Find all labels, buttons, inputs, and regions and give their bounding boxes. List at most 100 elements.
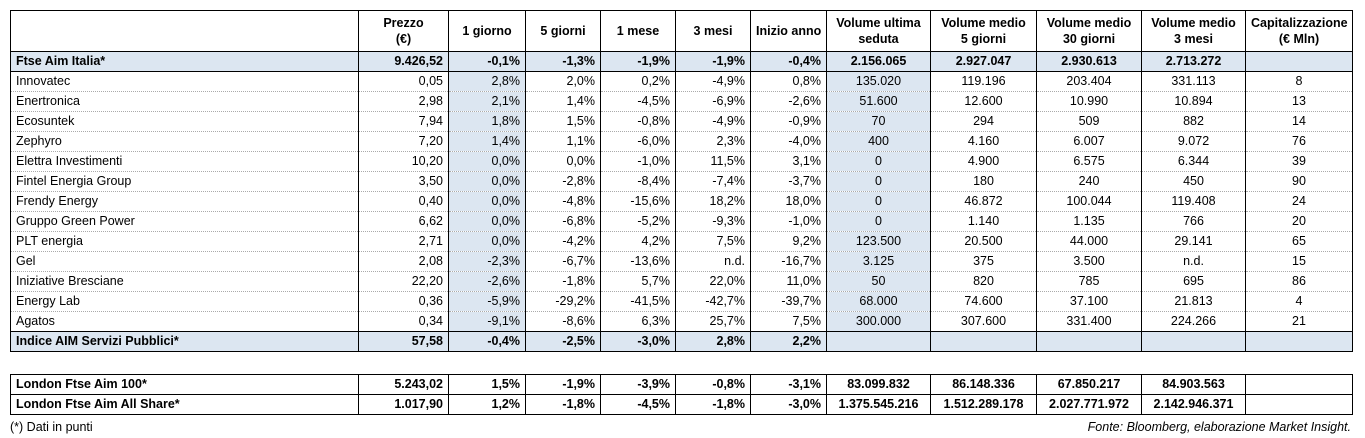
header-cell: 1 giorno [448,10,526,52]
header-cell [10,10,359,52]
table-cell: 10.894 [1141,91,1246,112]
table-cell: -0,8% [675,374,751,395]
table-cell: 7,5% [750,311,827,332]
table-cell [1036,331,1142,352]
table-cell: 6,3% [600,311,676,332]
table-row: Ftse Aim Italia* 9.426,52 -0,1% -1,3% -1,9% -… [10,51,1353,72]
table-cell: -7,4% [675,171,751,192]
table-cell: 20.500 [930,231,1037,252]
header-text: Volume ultima [836,16,921,30]
table-cell: 4.160 [930,131,1037,152]
table-cell: 0,0% [448,231,526,252]
table-cell: 24 [1245,191,1353,212]
table-cell: 509 [1036,111,1142,132]
table-cell: 7,94 [358,111,449,132]
table-cell: 135.020 [826,71,931,92]
table-cell: 180 [930,171,1037,192]
table-cell: Enertronica [10,91,359,112]
table-row: Agatos 0,34 -9,1% -8,6% 6,3% 25,7% 7,5% 300.000… [10,311,1353,332]
header-cell: Inizio anno [750,10,827,52]
table-cell: 2.027.771.972 [1036,394,1142,415]
table-cell: -1,8% [525,394,601,415]
table-cell: -2,6% [750,91,827,112]
table-cell: -1,9% [600,51,676,72]
table-cell: -6,7% [525,251,601,272]
table-cell: 2,1% [448,91,526,112]
table-cell: 331.113 [1141,71,1246,92]
table-row: Innovatec 0,05 2,8% 2,0% 0,2% -4,9% 0,8% 135.02… [10,71,1353,92]
table-cell: 0,2% [600,71,676,92]
table-cell [930,331,1037,352]
table-cell: 86.148.336 [930,374,1037,395]
table-cell: 294 [930,111,1037,132]
table-cell: -2,5% [525,331,601,352]
table-cell: -4,5% [600,91,676,112]
table-cell: 74.600 [930,291,1037,312]
table-cell: 20 [1245,211,1353,232]
table-cell: -5,9% [448,291,526,312]
table-cell: Gel [10,251,359,272]
table-cell: -39,7% [750,291,827,312]
header-cell: 1 mese [600,10,676,52]
table-cell: Agatos [10,311,359,332]
footnote: (*) Dati in punti [10,420,93,434]
table-cell: 10.990 [1036,91,1142,112]
table-cell: 7,20 [358,131,449,152]
table-cell: -0,4% [448,331,526,352]
table-cell: 13 [1245,91,1353,112]
table-cell: 0,0% [448,211,526,232]
table-cell: 2.156.065 [826,51,931,72]
table-cell: 3,50 [358,171,449,192]
table-cell: -4,9% [675,111,751,132]
table-cell: -1,8% [675,394,751,415]
table-row: London Ftse Aim All Share* 1.017,90 1,2% -1… [10,394,1353,415]
header-text: 1 giorno [462,24,512,38]
table-cell: -9,3% [675,211,751,232]
table-row: Enertronica 2,98 2,1% 1,4% -4,5% -6,9% -2,6% 51… [10,91,1353,112]
table-cell: -4,8% [525,191,601,212]
table-cell: -1,9% [675,51,751,72]
table-cell: -2,3% [448,251,526,272]
table-cell: 11,0% [750,271,827,292]
table-cell: 5,7% [600,271,676,292]
table-cell: -0,8% [600,111,676,132]
table-cell: 65 [1245,231,1353,252]
table-cell: 100.044 [1036,191,1142,212]
table-cell: -9,1% [448,311,526,332]
table-cell: 882 [1141,111,1246,132]
header-text: 3 mesi [1174,32,1213,46]
table-cell: 51.600 [826,91,931,112]
table-cell: 50 [826,271,931,292]
table-cell: 83.099.832 [826,374,931,395]
table-cell: -5,2% [600,211,676,232]
table-cell: 10,20 [358,151,449,172]
table-cell: 0,8% [750,71,827,92]
table-cell: -4,0% [750,131,827,152]
table-cell [826,331,931,352]
table-cell: 0 [826,191,931,212]
table-cell: 11,5% [675,151,751,172]
table-cell: 21 [1245,311,1353,332]
table-cell: -4,2% [525,231,601,252]
table-cell: -1,8% [525,271,601,292]
header-text: Inizio anno [756,24,822,38]
table-cell: -16,7% [750,251,827,272]
table-cell: 25,7% [675,311,751,332]
table-cell: 300.000 [826,311,931,332]
table-row: Elettra Investimenti 10,20 0,0% 0,0% -1,0% 11… [10,151,1353,172]
table-cell: 6.007 [1036,131,1142,152]
table-cell: 18,2% [675,191,751,212]
table-cell: -0,1% [448,51,526,72]
table-cell: n.d. [1141,251,1246,272]
header-cell: Prezzo (€) [358,10,449,52]
header-text: Volume medio [941,16,1026,30]
header-cell: Volume medio 3 mesi [1141,10,1246,52]
table-cell: 2,71 [358,231,449,252]
table-cell: 44.000 [1036,231,1142,252]
table-cell: 6,62 [358,211,449,232]
london-table: London Ftse Aim 100* 5.243,02 1,5% -1,9% -3,… [10,374,1353,415]
table-row: Energy Lab 0,36 -5,9% -29,2% -41,5% -42,7% -39… [10,291,1353,312]
table-cell: -1,0% [600,151,676,172]
table-row: Indice AIM Servizi Pubblici* 57,58 -0,4% -2… [10,331,1353,352]
table-cell: 695 [1141,271,1246,292]
